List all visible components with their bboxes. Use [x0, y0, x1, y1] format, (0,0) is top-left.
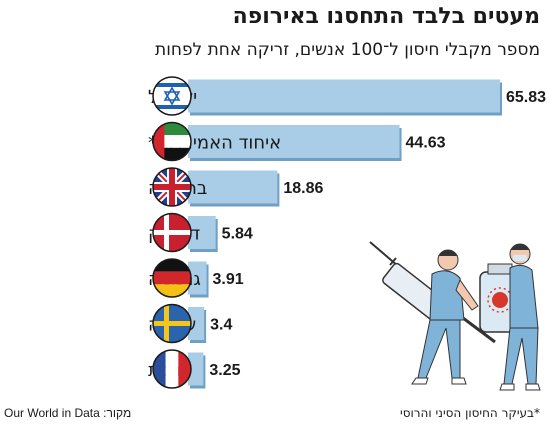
flag-ring: [152, 167, 192, 207]
chart-subtitle: מספר מקבלי חיסון ל־100 אנשים, זריקה אחת …: [155, 40, 540, 60]
bar: [188, 170, 278, 204]
denmark-flag: [153, 213, 191, 252]
bar-value-label: 44.63: [406, 135, 446, 152]
bar: [188, 79, 500, 113]
source-label: מקור:: [103, 406, 132, 420]
bar-value-label: 18.86: [283, 180, 323, 197]
bar-value-label: 3.25: [209, 362, 240, 379]
health-worker-left: [411, 249, 479, 385]
bar: [188, 125, 400, 158]
health-worker-right: [499, 243, 541, 391]
bar-value-label: 3.91: [213, 271, 244, 288]
bar-value-label: 65.83: [506, 89, 546, 106]
bar-row: 3.91גרמניה: [148, 258, 244, 298]
bar: [188, 216, 216, 249]
bar: [188, 352, 204, 386]
bar: [188, 261, 207, 295]
bar-row: 5.84דנמרק: [148, 212, 253, 253]
bar-row: 3.25צרפת: [148, 349, 241, 389]
bar-value-label: 5.84: [222, 226, 253, 243]
bar-row: 3.4שוודיה: [148, 303, 232, 344]
flag-ring: [152, 258, 192, 298]
israel-flag: [153, 77, 191, 115]
sweden-flag: [153, 304, 191, 343]
chart-title: מעטים בלבד התחסנו באירופה: [232, 4, 540, 29]
flag-ring: [152, 349, 192, 389]
bar-value-label: 3.4: [210, 317, 232, 334]
flag-ring: [152, 121, 192, 162]
flag-ring: [152, 76, 192, 116]
bar-row: 65.83ישראל: [148, 76, 546, 116]
flag-ring: [152, 212, 192, 253]
uk-flag: [153, 168, 191, 206]
footnote: *בעיקר החיסון הסיני והרוסי: [400, 406, 540, 420]
health-workers-icon: [369, 241, 541, 391]
bar: [188, 307, 205, 340]
bar-row: 18.86בריטניה: [148, 167, 324, 207]
source-name: Our World in Data: [4, 406, 100, 420]
flag-ring: [152, 303, 192, 344]
source-credit: Our World in Data מקור:: [4, 406, 131, 420]
